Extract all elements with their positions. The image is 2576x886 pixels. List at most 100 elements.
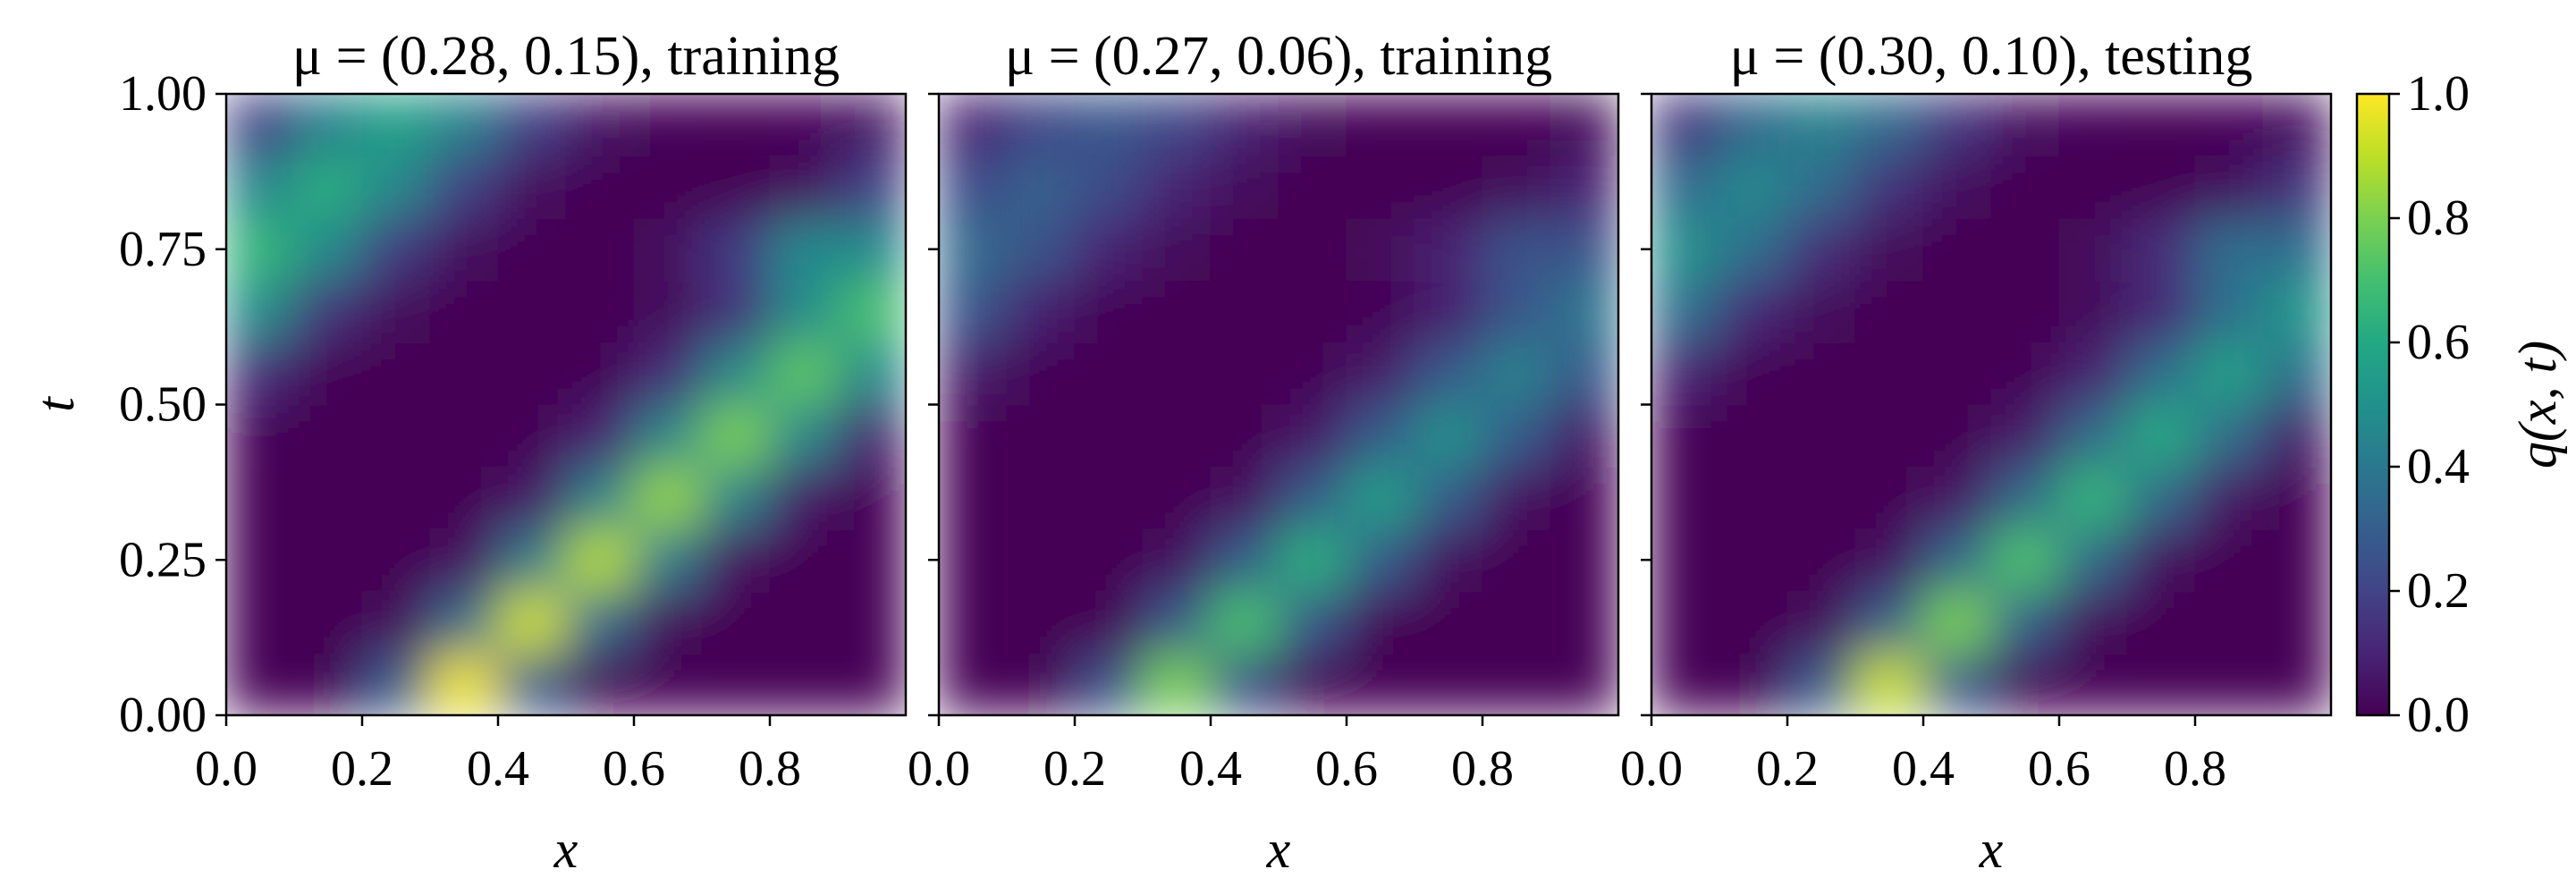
heatmap-cell [1074, 528, 1144, 592]
x-tick-label: 0.0 [195, 741, 258, 797]
heatmap-cell [361, 156, 431, 219]
heatmap-cell [1346, 404, 1415, 468]
heatmap-cell [1550, 94, 1618, 156]
colorbar-tick-label: 0.6 [2407, 315, 2470, 370]
x-axis-label: x [1266, 820, 1291, 879]
heatmap-cell [1651, 528, 1720, 592]
heatmap-cell [1651, 404, 1720, 468]
plot-area [939, 94, 1618, 715]
heatmap-cell [769, 280, 839, 343]
heatmap-cell [1074, 404, 1144, 468]
heatmap-cell [1550, 528, 1618, 592]
heatmap-cell [633, 590, 703, 654]
heatmap-cell [429, 528, 499, 592]
heatmap-cell [1346, 528, 1415, 592]
heatmap-cell [1142, 342, 1212, 405]
heatmap-cell [701, 280, 771, 343]
heatmap [1651, 94, 2331, 715]
heatmap-cell [565, 404, 635, 468]
heatmap-cell [429, 280, 499, 343]
heatmap-cell [226, 280, 295, 343]
colorbar-tick-label: 0.0 [2407, 688, 2470, 743]
heatmap-cell [226, 94, 295, 156]
heatmap-cell [1210, 156, 1280, 219]
heatmap-cell [1482, 217, 1551, 281]
heatmap-cell [1922, 94, 1992, 156]
heatmap-cell [1414, 156, 1483, 219]
heatmap-cell [837, 280, 906, 343]
heatmap-cell [293, 217, 363, 281]
heatmap-cell [1990, 280, 2060, 343]
heatmap-cell [226, 217, 295, 281]
heatmap-cell [1414, 280, 1483, 343]
heatmap-cell [1719, 404, 1788, 468]
heatmap-cell [701, 217, 771, 281]
heatmap-cell [1210, 342, 1280, 405]
heatmap-cell [769, 466, 839, 529]
heatmap-cell [939, 156, 1008, 219]
heatmap-cell [2126, 590, 2196, 654]
heatmap-cell [226, 156, 295, 219]
heatmap-cell [1074, 466, 1144, 529]
heatmap-cell [2194, 590, 2264, 654]
heatmap-cell [837, 94, 906, 156]
y-tick-label: 0.25 [119, 532, 207, 587]
heatmap-cell [1550, 280, 1618, 343]
heatmap-cell [1142, 590, 1212, 654]
heatmap-cell [2126, 156, 2196, 219]
heatmap-cell [2262, 280, 2331, 343]
heatmap-cell [2126, 404, 2196, 468]
heatmap-cell [1922, 404, 1992, 468]
heatmap-cell [2194, 653, 2264, 715]
heatmap-cell [429, 342, 499, 405]
heatmap-cell [1414, 404, 1483, 468]
x-axis-label: x [1979, 820, 2004, 879]
heatmap-cell [565, 653, 635, 715]
heatmap-cell [1719, 94, 1788, 156]
heatmap-cell [1719, 466, 1788, 529]
heatmap-cell [293, 404, 363, 468]
heatmap-cell [769, 404, 839, 468]
heatmap-cell [1922, 217, 1992, 281]
heatmap-cell [1414, 217, 1483, 281]
heatmap-cell [1651, 94, 1720, 156]
heatmap-cell [837, 466, 906, 529]
heatmap-cell [1990, 217, 2060, 281]
heatmap-cell [837, 156, 906, 219]
heatmap-cell [837, 217, 906, 281]
heatmap-cell [1482, 590, 1551, 654]
heatmap-cell [1719, 342, 1788, 405]
heatmap-cell [1414, 466, 1483, 529]
x-tick-label: 0.2 [331, 741, 393, 797]
heatmap-cell [701, 404, 771, 468]
heatmap-cell [1922, 590, 1992, 654]
heatmap-cell [1719, 590, 1788, 654]
heatmap-cell [1922, 528, 1992, 592]
heatmap-cell [1719, 653, 1788, 715]
heatmap-cell [2058, 94, 2128, 156]
heatmap-cell [226, 653, 295, 715]
heatmap-cell [633, 466, 703, 529]
heatmap-cell [2262, 94, 2331, 156]
heatmap-cell [361, 528, 431, 592]
heatmap-cell [2262, 528, 2331, 592]
x-tick-label: 0.8 [2164, 741, 2226, 797]
heatmap-cell [701, 528, 771, 592]
heatmap-cell [939, 404, 1008, 468]
heatmap-cell [769, 217, 839, 281]
heatmap-cell [1990, 528, 2060, 592]
heatmap-cell [2262, 466, 2331, 529]
heatmap-cell [1346, 342, 1415, 405]
heatmap-cell [1278, 466, 1347, 529]
heatmap-cell [1346, 280, 1415, 343]
heatmap-cell [1074, 342, 1144, 405]
heatmap-cell [293, 280, 363, 343]
heatmap-cell [497, 94, 567, 156]
colorbar-label: q(x, t) [2508, 341, 2567, 468]
heatmap-cell [633, 342, 703, 405]
x-tick-label: 0.0 [1620, 741, 1683, 797]
heatmap-cell [2058, 404, 2128, 468]
heatmap-cell [2262, 156, 2331, 219]
heatmap-cell [1142, 217, 1212, 281]
